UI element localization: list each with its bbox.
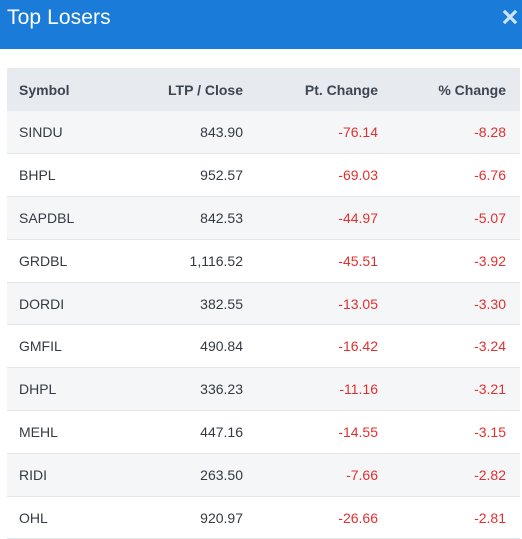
table-row[interactable]: OHL 920.97 -26.66 -2.81 [7, 496, 520, 539]
cell-pt-change: -14.55 [338, 423, 378, 440]
cell-symbol[interactable]: BHPL [19, 167, 56, 184]
cell-symbol[interactable]: SAPDBL [19, 209, 75, 226]
table-body: SINDU 843.90 -76.14 -8.28 BHPL 952.57 -6… [7, 111, 520, 539]
cell-pt-change: -13.05 [338, 295, 378, 312]
table-row[interactable]: DORDI 382.55 -13.05 -3.30 [7, 282, 520, 325]
cell-symbol[interactable]: OHL [19, 509, 48, 526]
cell-pct-change: -3.92 [474, 252, 506, 269]
cell-pt-change: -44.97 [338, 209, 378, 226]
table-row[interactable]: BHPL 952.57 -69.03 -6.76 [7, 153, 520, 197]
close-icon [502, 9, 518, 25]
cell-pct-change: -3.30 [474, 295, 506, 312]
cell-pt-change: -76.14 [338, 124, 378, 141]
column-header-symbol[interactable]: Symbol [19, 81, 70, 98]
cell-pct-change: -8.28 [474, 124, 506, 141]
modal-title: Top Losers [7, 6, 111, 29]
table-row[interactable]: RIDI 263.50 -7.66 -2.82 [7, 453, 520, 497]
cell-ltp: 843.90 [200, 124, 243, 141]
cell-symbol[interactable]: DHPL [19, 381, 57, 398]
top-losers-table-container: Symbol LTP / Close Pt. Change % Change S… [7, 68, 520, 539]
cell-symbol[interactable]: GMFIL [19, 338, 62, 355]
top-losers-table: Symbol LTP / Close Pt. Change % Change S… [7, 68, 520, 539]
cell-ltp: 382.55 [200, 295, 243, 312]
table-row[interactable]: GRDBL 1,116.52 -45.51 -3.92 [7, 239, 520, 283]
cell-ltp: 447.16 [200, 423, 243, 440]
cell-pt-change: -7.66 [346, 466, 378, 483]
cell-pt-change: -11.16 [339, 381, 378, 398]
cell-pt-change: -16.42 [338, 338, 378, 355]
column-header-pt-change[interactable]: Pt. Change [304, 81, 378, 98]
cell-ltp: 952.57 [200, 167, 243, 184]
column-header-pct-change[interactable]: % Change [438, 81, 506, 98]
cell-symbol[interactable]: RIDI [19, 466, 47, 483]
cell-symbol[interactable]: GRDBL [19, 252, 68, 269]
modal-header: Top Losers [0, 0, 522, 49]
cell-ltp: 490.84 [200, 338, 243, 355]
table-row[interactable]: SINDU 843.90 -76.14 -8.28 [7, 111, 520, 154]
table-header-row: Symbol LTP / Close Pt. Change % Change [7, 68, 520, 111]
cell-symbol[interactable]: MEHL [19, 423, 58, 440]
cell-pct-change: -2.81 [474, 509, 506, 526]
cell-pct-change: -3.15 [474, 423, 506, 440]
cell-ltp: 263.50 [200, 466, 243, 483]
cell-ltp: 1,116.52 [189, 252, 243, 269]
cell-pct-change: -5.07 [474, 209, 506, 226]
table-row[interactable]: SAPDBL 842.53 -44.97 -5.07 [7, 196, 520, 240]
cell-ltp: 842.53 [200, 209, 243, 226]
table-row[interactable]: DHPL 336.23 -11.16 -3.21 [7, 367, 520, 411]
cell-symbol[interactable]: SINDU [19, 124, 63, 141]
table-row[interactable]: MEHL 447.16 -14.55 -3.15 [7, 410, 520, 454]
cell-ltp: 336.23 [200, 381, 243, 398]
table-row[interactable]: GMFIL 490.84 -16.42 -3.24 [7, 324, 520, 368]
cell-pct-change: -2.82 [474, 466, 506, 483]
cell-symbol[interactable]: DORDI [19, 295, 65, 312]
cell-pt-change: -26.66 [338, 509, 378, 526]
close-button[interactable] [502, 9, 518, 25]
column-header-ltp[interactable]: LTP / Close [168, 81, 243, 98]
cell-pt-change: -45.51 [338, 252, 378, 269]
cell-pct-change: -3.21 [474, 381, 506, 398]
cell-pct-change: -6.76 [474, 167, 506, 184]
cell-ltp: 920.97 [200, 509, 243, 526]
cell-pct-change: -3.24 [474, 338, 506, 355]
cell-pt-change: -69.03 [338, 167, 378, 184]
